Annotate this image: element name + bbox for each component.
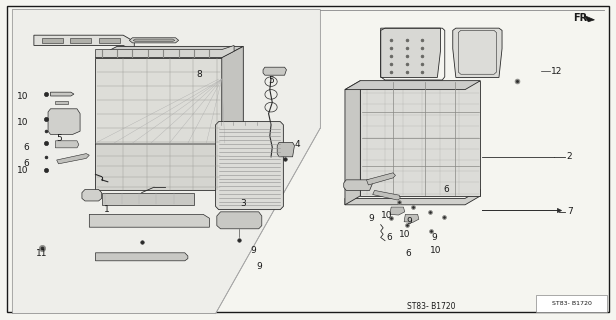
Polygon shape <box>584 15 594 22</box>
Text: 7: 7 <box>567 207 572 216</box>
Text: 6: 6 <box>23 143 29 152</box>
Polygon shape <box>95 58 222 144</box>
Polygon shape <box>453 28 502 77</box>
Text: 10: 10 <box>430 246 442 255</box>
Polygon shape <box>95 133 243 190</box>
Bar <box>536 295 607 312</box>
Polygon shape <box>345 189 480 205</box>
Text: 9: 9 <box>256 262 262 271</box>
Text: 4: 4 <box>294 140 300 149</box>
Text: 10: 10 <box>17 118 29 127</box>
Polygon shape <box>34 35 134 51</box>
Polygon shape <box>390 207 405 215</box>
Text: 5: 5 <box>268 76 274 85</box>
Text: ST83- B1720: ST83- B1720 <box>407 302 455 311</box>
Polygon shape <box>381 28 440 77</box>
Polygon shape <box>222 133 243 190</box>
Polygon shape <box>216 122 283 210</box>
Text: 2: 2 <box>567 152 572 161</box>
Text: 10: 10 <box>381 211 392 220</box>
Text: 12: 12 <box>551 67 562 76</box>
Polygon shape <box>57 154 89 164</box>
Polygon shape <box>95 253 188 261</box>
Polygon shape <box>95 46 243 58</box>
Polygon shape <box>345 81 480 90</box>
Polygon shape <box>129 38 179 43</box>
Text: 5: 5 <box>57 134 62 143</box>
Polygon shape <box>217 212 262 229</box>
Text: 9: 9 <box>368 214 374 223</box>
Polygon shape <box>89 214 209 227</box>
Text: 6: 6 <box>405 249 411 258</box>
Text: 9: 9 <box>407 217 412 226</box>
Polygon shape <box>99 38 120 43</box>
Polygon shape <box>373 190 400 200</box>
Polygon shape <box>404 214 419 222</box>
Text: 10: 10 <box>17 166 29 175</box>
Polygon shape <box>222 46 243 144</box>
Text: 10: 10 <box>17 92 29 101</box>
Text: FR.: FR. <box>573 12 591 23</box>
Polygon shape <box>133 39 175 42</box>
Polygon shape <box>51 92 74 96</box>
Polygon shape <box>12 10 320 314</box>
Text: 6: 6 <box>444 185 449 194</box>
Polygon shape <box>70 38 91 43</box>
Text: 9: 9 <box>431 233 437 242</box>
Text: 6: 6 <box>23 159 29 168</box>
Polygon shape <box>82 189 102 201</box>
Polygon shape <box>102 193 194 205</box>
Text: 9: 9 <box>250 246 256 255</box>
Polygon shape <box>345 81 360 205</box>
Text: 1: 1 <box>103 205 109 214</box>
Text: 6: 6 <box>387 233 392 242</box>
Text: ST83- B1720: ST83- B1720 <box>552 301 591 306</box>
Text: 8: 8 <box>196 70 201 79</box>
Polygon shape <box>263 67 286 75</box>
Polygon shape <box>48 109 80 134</box>
Polygon shape <box>95 45 234 58</box>
Text: 11: 11 <box>36 249 47 258</box>
Polygon shape <box>367 173 395 185</box>
Text: 3: 3 <box>240 199 246 208</box>
Polygon shape <box>360 81 480 196</box>
Polygon shape <box>55 101 68 104</box>
Polygon shape <box>344 180 373 190</box>
Polygon shape <box>55 141 79 148</box>
Polygon shape <box>42 38 63 43</box>
Text: 10: 10 <box>399 230 411 239</box>
Polygon shape <box>277 142 294 157</box>
